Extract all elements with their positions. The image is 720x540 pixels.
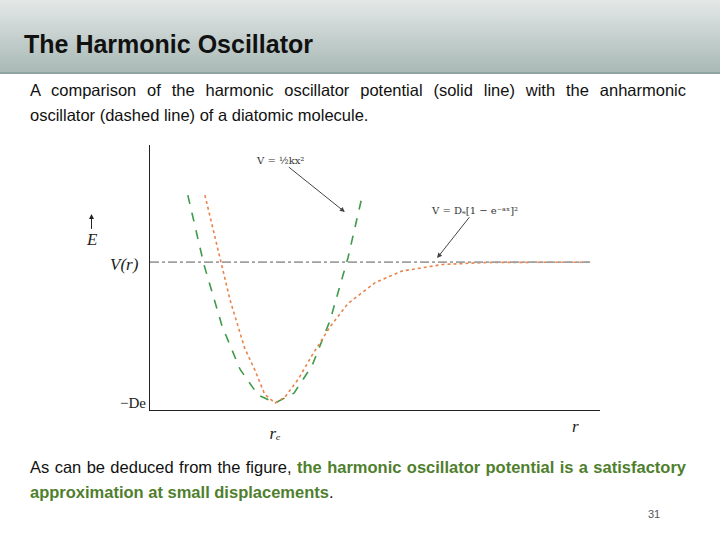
html-text:The Harmonic Oscillator: The Harmonic Oscillator: [24, 30, 313, 58]
html-text:31: 31: [648, 508, 661, 520]
svg-text:E: E: [86, 230, 98, 249]
svg-text:V(r): V(r): [110, 255, 139, 274]
svg-text:−De: −De: [120, 395, 146, 411]
html-text:A comparison of the harmonic o: A comparison of the harmonic oscillator …: [30, 81, 686, 124]
svg-text:V = ½kx²: V = ½kx²: [256, 155, 304, 166]
html-text:As can be deduced from the fig: As can be deduced from the figure, the h…: [30, 458, 686, 501]
svg-text:r: r: [572, 417, 579, 436]
svg-text:V = Dₑ[1 − e⁻ᵃˣ]²: V = Dₑ[1 − e⁻ᵃˣ]²: [431, 205, 518, 216]
svg-text:rₑ: rₑ: [270, 424, 281, 443]
